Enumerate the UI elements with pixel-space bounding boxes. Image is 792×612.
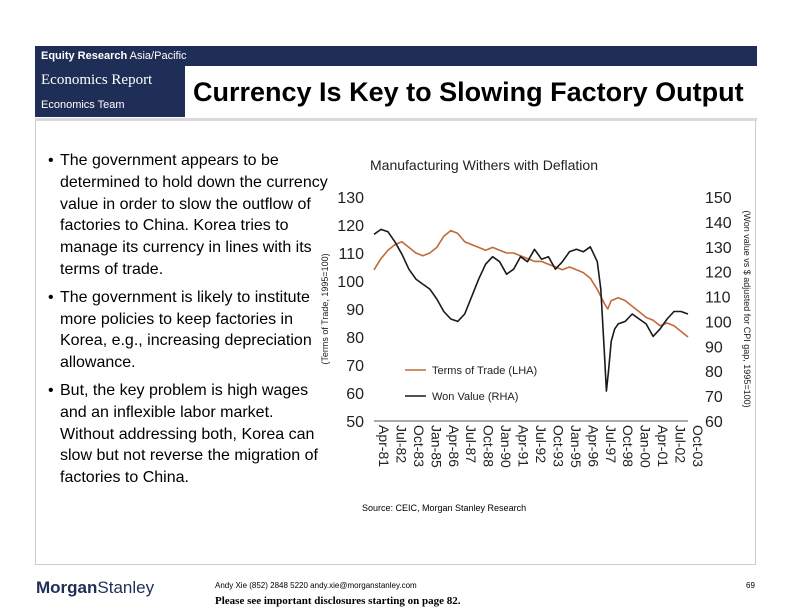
left-axis-title: (Terms of Trade, 1995=100): [320, 253, 330, 364]
line-chart: 50 60 70 80 90 100 110 120 130 60 70 80 90 100 110 120 1…: [320, 190, 752, 468]
left-axis-tick-label: 100: [337, 274, 364, 291]
department-label: Equity Research Asia/Pacific: [41, 50, 187, 62]
bullet-item: • The government is likely to institute m…: [48, 288, 312, 372]
right-axis-tick-label: 150: [705, 190, 732, 207]
report-type: Economics Report: [41, 72, 153, 88]
right-axis-tick-label: 70: [705, 389, 723, 406]
x-axis-tick-label: Apr-86: [446, 425, 462, 467]
right-axis-tick-label: 120: [705, 265, 732, 282]
x-axis-tick-label: Oct-93: [550, 425, 566, 467]
title-bar: Currency Is Key to Slowing Factory Outpu…: [190, 66, 757, 117]
legend-label: Won Value (RHA): [432, 391, 518, 403]
team-name: Economics Team: [41, 99, 125, 111]
x-axis-tick-label: Apr-81: [376, 425, 392, 467]
won-value-line: [373, 228, 689, 392]
bullet-item: • But, the key problem is high wages and …: [48, 381, 318, 487]
author-contact: Andy Xie (852) 2848 5220 andy.xie@morgan…: [215, 581, 417, 590]
x-axis-tick-label: Jul-87: [463, 425, 479, 463]
left-axis-tick-label: 80: [346, 330, 364, 347]
x-axis-tick-label: Jan-95: [568, 425, 584, 468]
x-axis-tick-label: Apr-96: [585, 425, 601, 467]
left-axis-tick-label: 90: [346, 302, 364, 319]
bullet-item: • The government appears to be determined…: [48, 152, 328, 278]
report-type-box: Economics Report Economics Team: [35, 66, 185, 117]
page-number: 69: [746, 581, 755, 590]
left-axis-tick-label: 60: [346, 386, 364, 403]
content-frame: [35, 121, 756, 565]
x-axis-tick-label: Jul-82: [393, 425, 409, 463]
x-axis-tick-label: Jul-92: [533, 425, 549, 463]
bullet-symbol: •: [48, 288, 54, 306]
x-axis-tick-label: Jul-02: [673, 425, 689, 463]
x-axis-tick-label: Jan-90: [498, 425, 514, 468]
bullet-symbol: •: [48, 152, 54, 169]
source-note: Source: CEIC, Morgan Stanley Research: [362, 503, 527, 513]
legend-label: Terms of Trade (LHA): [432, 365, 537, 377]
left-axis-tick-label: 120: [337, 218, 364, 235]
left-axis-tick-label: 50: [346, 414, 364, 431]
x-axis-tick-label: Oct-88: [481, 425, 497, 467]
bullet-symbol: •: [48, 381, 54, 399]
right-axis-tick-label: 90: [705, 339, 723, 356]
x-axis-tick-label: Oct-03: [690, 425, 706, 467]
slide-title: Currency Is Key to Slowing Factory Outpu…: [193, 77, 744, 107]
x-axis-tick-label: Jan-00: [638, 425, 654, 468]
disclosure-note: Please see important disclosures startin…: [215, 595, 461, 607]
x-axis-tick-label: Apr-01: [655, 425, 671, 467]
right-axis-tick-label: 110: [705, 290, 731, 307]
left-axis-tick-label: 130: [337, 190, 364, 207]
left-axis-tick-label: 70: [346, 358, 364, 375]
x-axis-tick-label: Oct-98: [620, 425, 636, 467]
morgan-stanley-logo: MorganStanley: [36, 578, 155, 597]
x-axis-tick-label: Jan-85: [428, 425, 444, 468]
header-divider: [35, 118, 757, 121]
right-axis-tick-label: 60: [705, 414, 723, 431]
bullet-list: • The government appears to be determined…: [45, 150, 330, 495]
x-axis-tick-label: Oct-83: [411, 425, 427, 467]
top-banner: Equity Research Asia/Pacific: [35, 46, 757, 66]
left-axis-tick-label: 110: [338, 246, 364, 263]
right-axis-tick-label: 100: [705, 314, 732, 331]
right-axis-tick-label: 130: [705, 240, 732, 257]
right-axis-title: (Won value vs $ adjusted for CPI gap, 19…: [742, 210, 752, 407]
right-axis-tick-label: 140: [705, 215, 732, 232]
x-axis-tick-label: Jul-97: [603, 425, 619, 463]
terms-of-trade-line: [373, 229, 689, 338]
chart-title: Manufacturing Withers with Deflation: [370, 157, 598, 173]
right-axis-tick-label: 80: [705, 364, 723, 381]
x-axis-tick-label: Apr-91: [516, 425, 532, 467]
